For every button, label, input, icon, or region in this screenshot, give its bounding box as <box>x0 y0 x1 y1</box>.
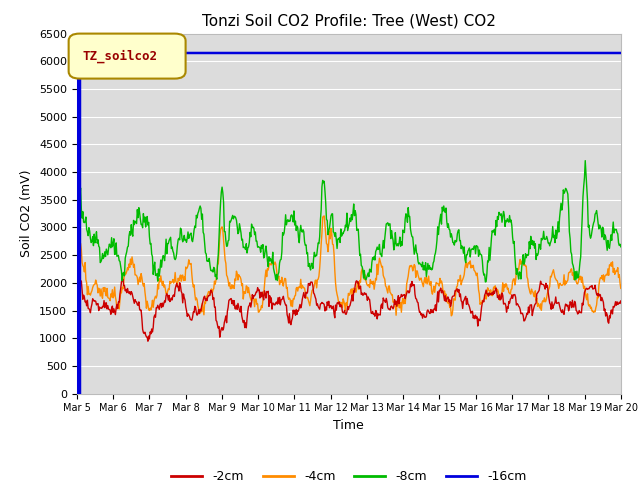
Y-axis label: Soil CO2 (mV): Soil CO2 (mV) <box>20 170 33 257</box>
FancyBboxPatch shape <box>68 34 186 79</box>
Legend: -2cm, -4cm, -8cm, -16cm: -2cm, -4cm, -8cm, -16cm <box>166 465 531 480</box>
Title: Tonzi Soil CO2 Profile: Tree (West) CO2: Tonzi Soil CO2 Profile: Tree (West) CO2 <box>202 13 496 28</box>
X-axis label: Time: Time <box>333 419 364 432</box>
Text: TZ_soilco2: TZ_soilco2 <box>82 49 157 63</box>
